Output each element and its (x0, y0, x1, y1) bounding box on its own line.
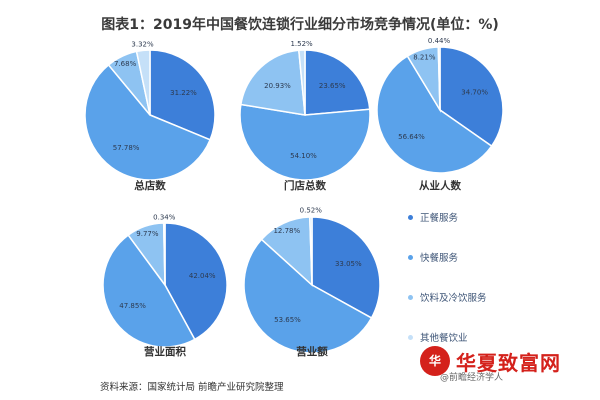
pie-title-store-count: 门店总数 (284, 180, 326, 192)
brand-sub: @前瞻经济学人 (440, 373, 504, 383)
pie-slice-label: 8.21% (413, 53, 436, 61)
legend-label: 快餐服务 (420, 253, 459, 264)
pie-slice-label: 0.52% (300, 207, 323, 215)
pie-slice (304, 49, 371, 116)
pie-slice-label: 47.85% (119, 302, 146, 310)
pie-slice (437, 46, 441, 111)
pie-slice-label: 53.65% (274, 316, 301, 324)
source-note: 资料来源：国家统计局 前瞻产业研究院整理 (100, 382, 284, 393)
legend-swatch (408, 215, 413, 220)
legend-label: 饮料及冷饮服务 (420, 293, 487, 304)
pie-slice (84, 63, 212, 181)
brand-logo-icon: 华 (420, 346, 450, 376)
pie-slice-label: 34.70% (461, 88, 488, 96)
pie-slice-label: 7.68% (114, 60, 137, 68)
pie-slice (376, 55, 493, 174)
pie-slice-label: 1.52% (290, 40, 313, 48)
pie-slice (297, 49, 306, 116)
pie-slice (102, 234, 196, 348)
pie-slice-label: 31.22% (170, 89, 197, 97)
pie-slice-label: 0.34% (153, 213, 176, 221)
pie-slice-label: 20.93% (264, 82, 291, 90)
pie-slice (239, 49, 306, 116)
pie-slice-label: 42.04% (189, 272, 216, 280)
pie-slice (135, 49, 151, 116)
pie-slice-label: 9.77% (136, 230, 159, 238)
legend-label: 正餐服务 (420, 213, 459, 224)
brand-name: 华夏致富网 (456, 351, 561, 375)
legend-swatch (408, 295, 413, 300)
pie-slice (309, 216, 313, 286)
pie-slice-label: 23.65% (319, 82, 346, 90)
pie-title-employees: 从业人数 (419, 180, 461, 192)
pie-slice (439, 46, 504, 148)
pie-title-revenue: 营业额 (296, 346, 328, 358)
pie-slice (162, 222, 166, 286)
pie-title-business-area: 营业面积 (144, 346, 186, 358)
pie-slice-label: 56.64% (398, 133, 425, 141)
pie-slice (149, 49, 216, 141)
pie-slice (164, 222, 228, 341)
chart-title: 图表1：2019年中国餐饮连锁行业细分市场竞争情况(单位：%) (101, 17, 499, 33)
legend-label: 其他餐饮业 (420, 333, 468, 344)
legend-swatch (408, 335, 413, 340)
pie-slice-label: 12.78% (273, 227, 300, 235)
pie-slice-label: 3.32% (131, 40, 154, 48)
pie-slice-label: 57.78% (113, 144, 140, 152)
brand-watermark: 华 华夏致富网 (420, 344, 590, 378)
pie-slice-label: 33.05% (335, 260, 362, 268)
pie-slice (239, 103, 371, 181)
pie-slice-label: 54.10% (290, 152, 317, 160)
pie-slice (243, 238, 373, 354)
pie-slice-label: 0.44% (428, 37, 451, 45)
pie-slice (311, 216, 381, 319)
pie-title-total-stores: 总店数 (134, 180, 166, 192)
legend-swatch (408, 255, 413, 260)
